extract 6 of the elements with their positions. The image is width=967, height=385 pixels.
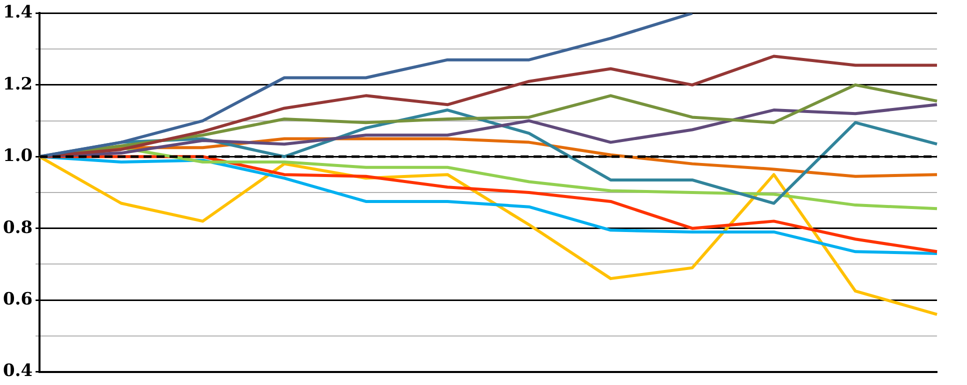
y-tick-label: 1.4 <box>3 2 33 23</box>
y-tick-label: 0.4 <box>3 361 33 382</box>
y-tick-label: 1.2 <box>3 74 33 94</box>
y-tick-label: 0.8 <box>3 218 33 238</box>
y-tick-label: 1.0 <box>3 146 33 166</box>
y-tick-label: 0.6 <box>3 290 33 310</box>
